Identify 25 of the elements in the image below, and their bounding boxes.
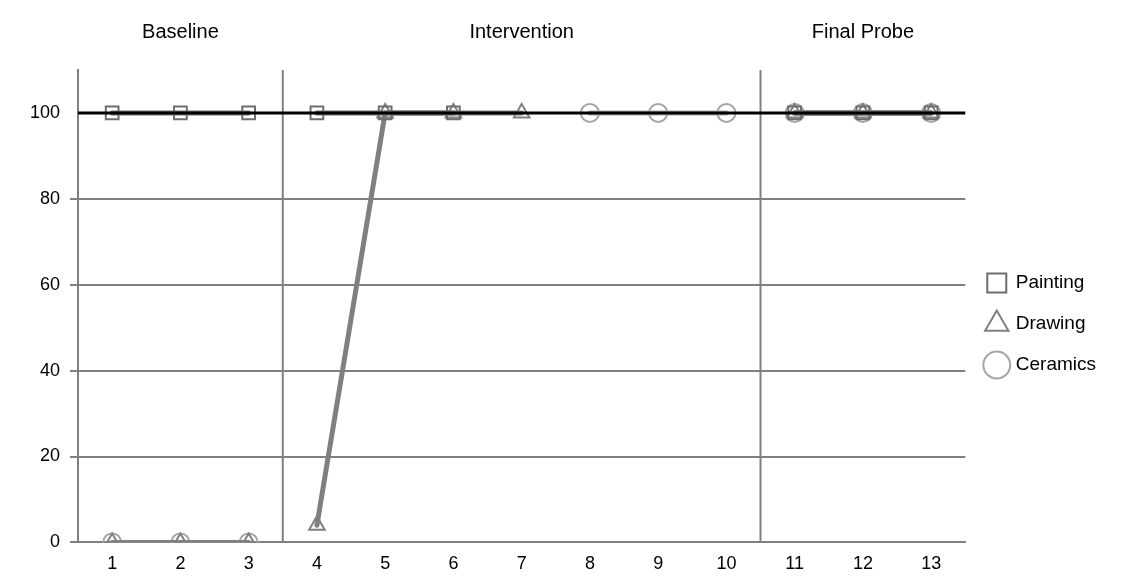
x-tick-label: 5 — [380, 553, 391, 574]
text: Final Probe — [811, 19, 915, 42]
x-tick-label: 12 — [852, 553, 873, 574]
x-tick-label: 4 — [311, 553, 322, 574]
x-tick-label: 7 — [516, 553, 527, 574]
x-tick-label: 6 — [448, 553, 459, 574]
legend-label: Drawing — [1015, 312, 1086, 334]
text: Intervention — [469, 19, 574, 42]
x-tick-label: 1 — [107, 553, 118, 574]
x-tick-label: 9 — [653, 553, 664, 574]
x-tick-label: 10 — [716, 553, 737, 574]
legend-label: Painting — [1015, 271, 1085, 293]
x-tick-label: 3 — [243, 553, 254, 574]
x-tick-label: 2 — [175, 553, 186, 574]
text: Baseline — [142, 19, 219, 42]
x-tick-label: 11 — [785, 553, 804, 574]
x-tick-label: 13 — [921, 553, 942, 574]
y-tick-label: 100 — [29, 101, 61, 122]
y-tick-label: 20 — [40, 445, 61, 466]
y-tick-label: 80 — [40, 187, 61, 208]
y-tick-label: 0 — [50, 531, 61, 552]
x-tick-label: 8 — [584, 553, 595, 574]
legend-label: Ceramics — [1015, 353, 1096, 375]
y-tick-label: 60 — [40, 273, 61, 294]
y-tick-label: 40 — [40, 359, 61, 380]
